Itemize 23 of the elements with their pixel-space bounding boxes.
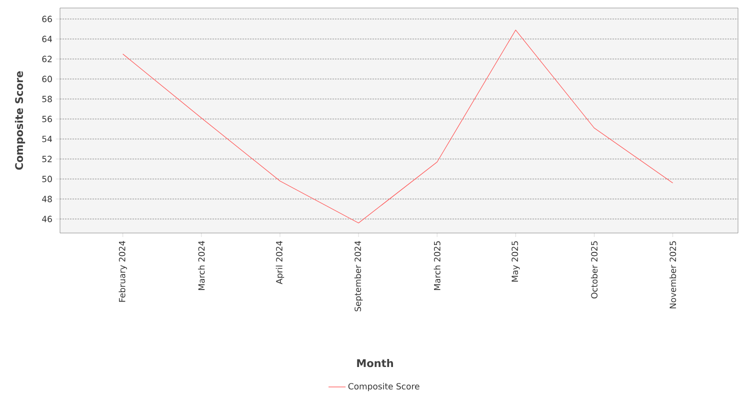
- y-tick-label: 48: [42, 196, 52, 202]
- y-tick-label: 64: [42, 36, 52, 42]
- x-tick-label: February 2024: [118, 241, 127, 302]
- x-tick-label: April 2024: [276, 241, 284, 284]
- x-axis-title: Month: [357, 359, 393, 368]
- y-tick-label: 46: [42, 216, 52, 222]
- y-tick-label: 54: [42, 136, 52, 142]
- y-tick-label: 58: [42, 96, 52, 102]
- y-tick-label: 50: [42, 176, 52, 182]
- line-series: [122, 30, 674, 224]
- y-tick-label: 66: [42, 16, 52, 22]
- x-tick-label: October 2025: [590, 241, 598, 298]
- x-tick-label: May 2025: [512, 241, 520, 282]
- x-tick-label: March 2025: [434, 241, 440, 290]
- y-tick-label: 60: [42, 76, 52, 82]
- y-tick-label: 56: [42, 116, 52, 122]
- x-tick-label: November 2025: [670, 241, 676, 308]
- y-axis-title: Composite Score: [14, 71, 26, 170]
- x-tick-label: September 2024: [354, 241, 363, 312]
- y-tick-label: 52: [42, 156, 52, 162]
- y-tick-label: 62: [42, 56, 52, 62]
- x-tick-label: March 2024: [198, 241, 205, 290]
- legend-label: Composite Score: [348, 382, 420, 392]
